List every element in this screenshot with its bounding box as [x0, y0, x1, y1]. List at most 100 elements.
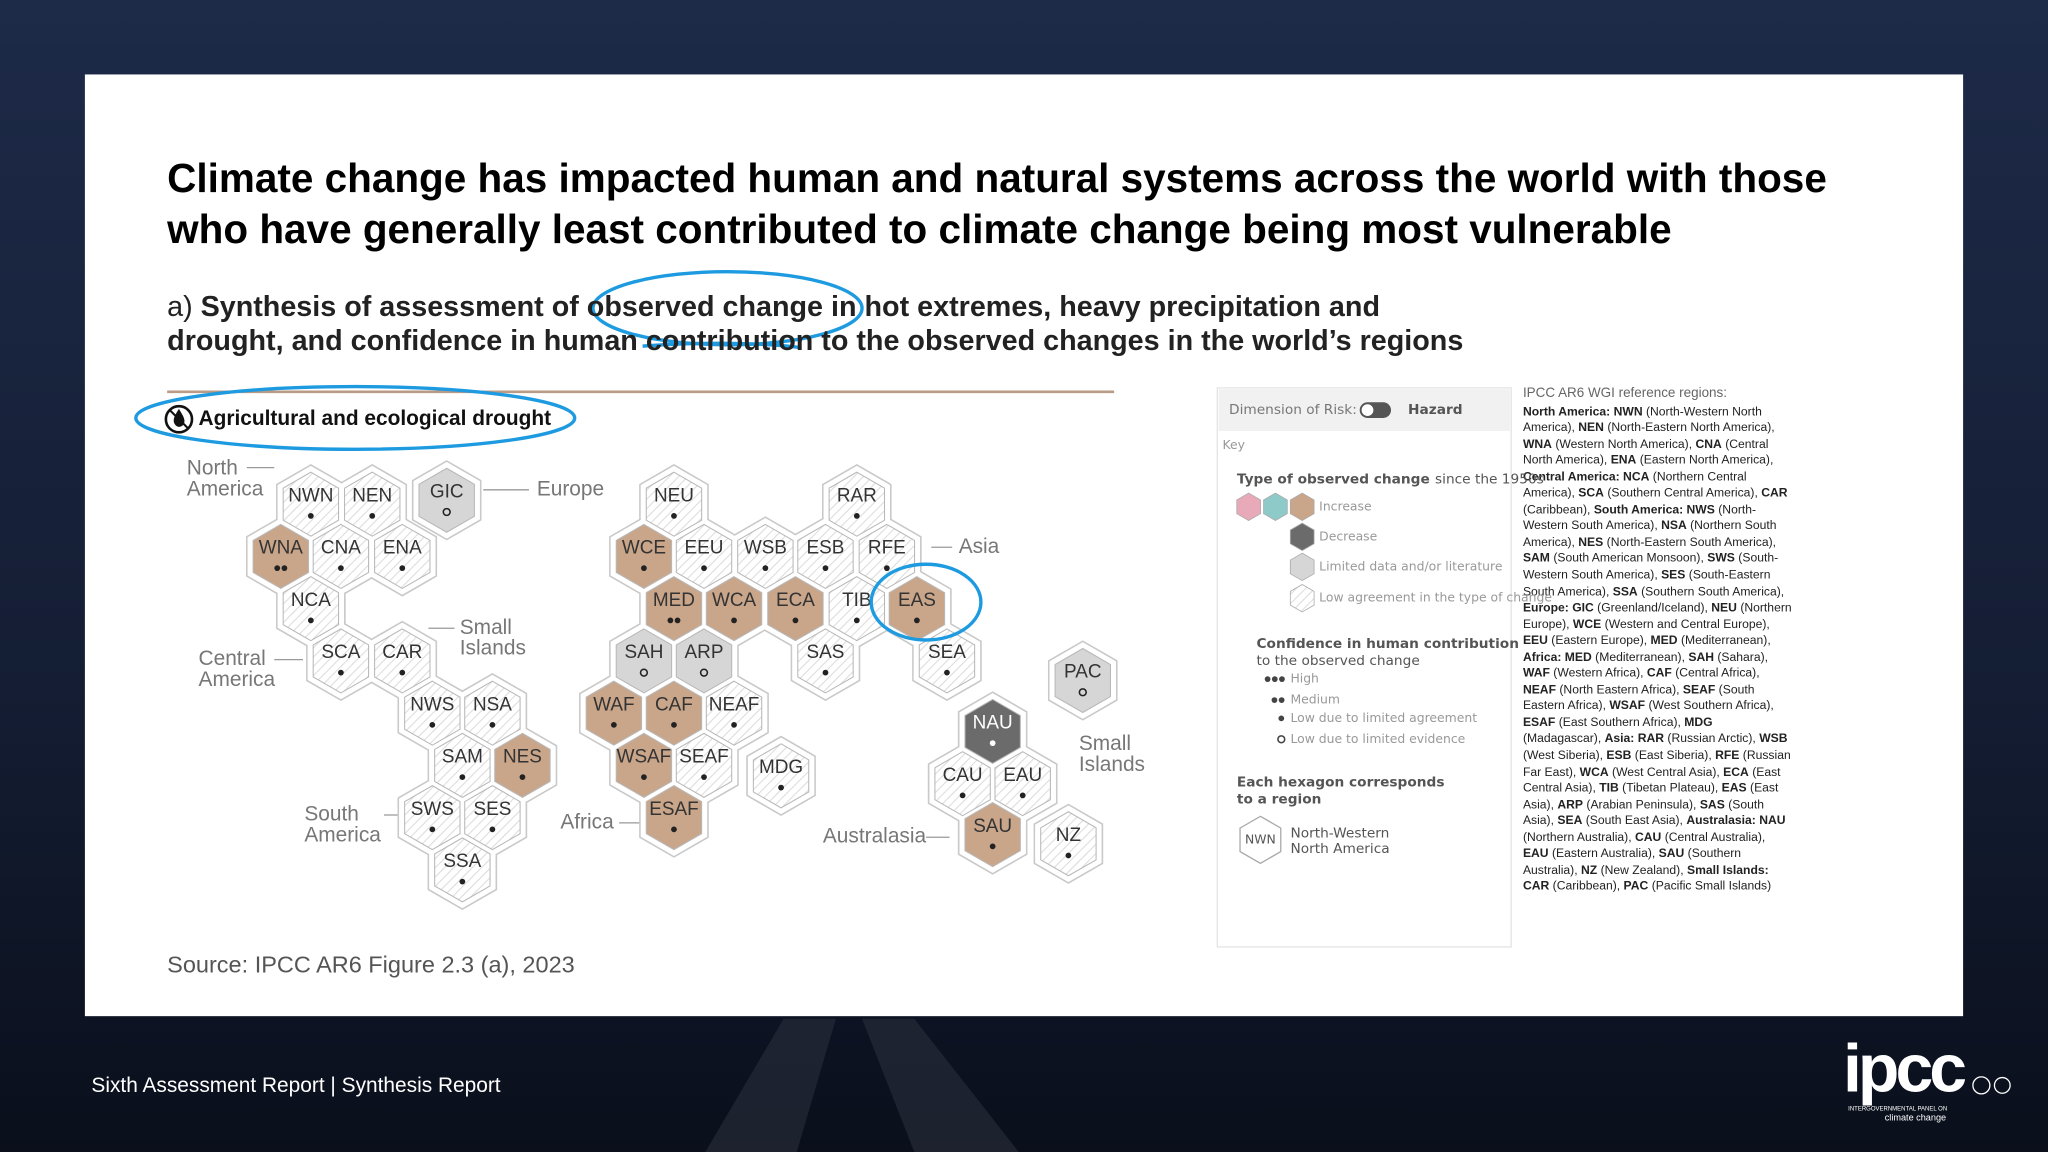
legend-dimension-label: Dimension of Risk:	[1229, 402, 1357, 418]
footer-report: Sixth Assessment Report | Synthesis Repo…	[91, 1074, 500, 1097]
confidence-dot	[338, 565, 344, 572]
group-label: Small	[460, 616, 512, 639]
hex-code: SAM	[442, 747, 483, 768]
reference-group: South America:	[1593, 502, 1684, 516]
hex-code: ESB	[807, 538, 845, 559]
reference-name: (South-Eastern South America),	[1522, 568, 1771, 598]
annotations	[134, 269, 983, 642]
legend-hex	[1239, 815, 1282, 865]
confidence-dot	[731, 617, 737, 624]
hexagon	[964, 802, 1021, 868]
confidence-dot	[1271, 676, 1278, 683]
legend-change-label: Low agreement in the type of change	[1319, 590, 1552, 605]
confidence-dot	[731, 722, 737, 728]
reference-code: NEAF	[1522, 682, 1556, 696]
reference-code: SAM	[1522, 551, 1550, 565]
reference-name: (Eastern Australia),	[1551, 846, 1656, 860]
hexagon	[404, 680, 461, 746]
hex-code: NWN	[288, 485, 333, 506]
confidence-dot	[1278, 715, 1285, 722]
confidence-dot	[989, 843, 996, 850]
reference-code: WCA	[1579, 764, 1609, 778]
hexagon	[494, 732, 551, 798]
reference-group: Europe:	[1522, 600, 1569, 615]
reference-code: CAR	[1522, 879, 1550, 893]
logo-sub: INTERGOVERNMENTAL PANEL ON	[1848, 1106, 1947, 1112]
confidence-dot	[519, 774, 526, 781]
reference-name: (West Siberia),	[1522, 748, 1604, 762]
toggle-knob	[1360, 402, 1375, 418]
reference-code: MED	[1564, 650, 1592, 664]
hex-code: TIB	[842, 590, 871, 611]
reference-code: WNA	[1522, 437, 1552, 451]
hex-code: MDG	[759, 757, 803, 778]
reference-code: NEN	[1578, 420, 1604, 434]
confidence-dot	[281, 565, 288, 572]
hexagon	[675, 628, 733, 694]
reference-code: NWS	[1686, 502, 1715, 516]
reference-code: SCA	[1578, 486, 1604, 500]
reference-code: ARP	[1557, 797, 1584, 811]
reference-name: (Northern South America),	[1522, 519, 1777, 549]
legend-change-label: Limited data and/or literature	[1319, 558, 1502, 573]
hexagon	[675, 732, 733, 798]
reference-name: (Western and Central Europe),	[1604, 617, 1770, 631]
hexagon	[994, 751, 1051, 817]
confidence-dot	[699, 668, 709, 677]
confidence-dot	[641, 774, 647, 781]
legend-type-title: Type of observed change since the 1950s	[1237, 471, 1544, 487]
hexagon	[344, 471, 401, 537]
group-label: America	[199, 668, 276, 691]
confidence-dot	[459, 878, 466, 885]
annotation-ellipse	[134, 384, 577, 452]
hexagon	[374, 628, 431, 694]
hexagon	[312, 628, 370, 694]
confidence-dot	[274, 565, 281, 572]
reference-name: (Tibetan Plateau),	[1622, 781, 1719, 795]
confidence-dot	[822, 669, 829, 676]
hex-code: WNA	[259, 538, 304, 559]
reference-group: Australasia:	[1686, 814, 1756, 828]
confidence-dot	[307, 513, 314, 519]
hexagon	[404, 785, 461, 851]
reference-body: North America: NWN (North-Western North …	[1523, 403, 1792, 895]
logo-emblem	[1993, 1076, 2011, 1094]
reference-name: (Western Africa),	[1553, 666, 1644, 680]
hexagon	[615, 523, 673, 590]
hex-code: CNA	[321, 538, 361, 559]
reference-code: SAU	[1658, 846, 1685, 860]
reference-code: MDG	[1684, 715, 1713, 729]
hexagon	[252, 523, 310, 590]
hex-code: NES	[503, 747, 542, 768]
hex-map: NWN NEN GIC WNA CNA ENA NCA SCA CAR NWS NSA SAM NES S…	[246, 460, 1118, 911]
reference-name: (Southern Australia),	[1522, 846, 1742, 877]
reference-name: (Sahara),	[1717, 650, 1769, 664]
legend-swatch	[1289, 584, 1315, 613]
reference-name: (Eastern North America),	[1639, 453, 1774, 467]
reference-name: (East Siberia),	[1634, 748, 1712, 762]
hexagon	[705, 680, 763, 746]
group-label: Asia	[959, 535, 1000, 558]
logo-emblem	[1972, 1076, 1991, 1095]
hex-code: ENA	[383, 538, 422, 559]
confidence-dot	[701, 774, 707, 781]
reference-name: (Madagascar),	[1522, 732, 1602, 746]
legend-change-label: Increase	[1319, 498, 1371, 513]
logo: ipcc	[1843, 1032, 1965, 1107]
reference-name: (Pacific Small Islands)	[1651, 879, 1772, 893]
reference-code: WSAF	[1609, 699, 1646, 713]
hexagon	[918, 628, 976, 694]
reference-box: IPCC AR6 WGI reference regions: North Ame…	[1523, 387, 1792, 895]
confidence-dot	[489, 722, 496, 728]
annotation-strike	[642, 341, 800, 350]
hexagon	[1040, 811, 1097, 877]
confidence-dot	[778, 784, 784, 791]
subtitle-prefix: a)	[167, 291, 193, 323]
group-label: Africa	[560, 810, 614, 833]
reference-name: (Mediterranean),	[1595, 650, 1685, 664]
hexagon	[434, 732, 491, 798]
hexagon	[645, 576, 703, 642]
hex-code: WSAF	[617, 747, 672, 768]
reference-code: EAU	[1522, 846, 1549, 860]
hex-code: RFE	[868, 538, 906, 559]
